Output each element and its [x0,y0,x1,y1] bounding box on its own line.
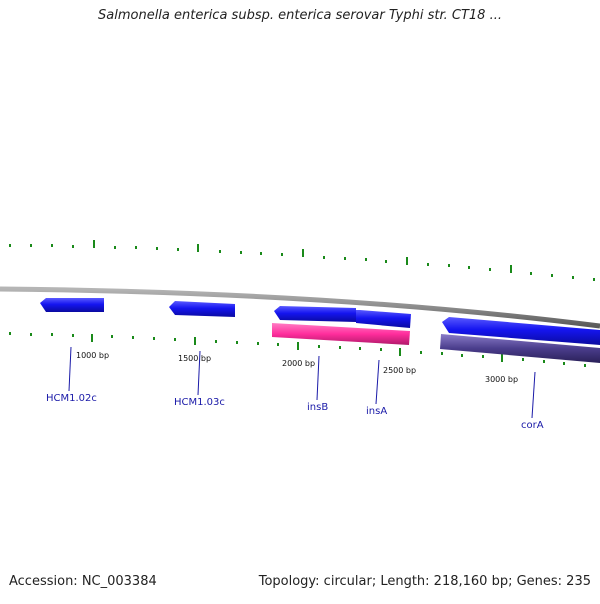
tick-mark [489,268,491,271]
gene-arrow-insa[interactable] [356,310,411,328]
tick-mark [380,348,382,351]
tick-mark [30,244,32,247]
gene-label-insa[interactable]: insA [366,406,387,417]
gene-label-insb[interactable]: insB [307,402,328,413]
gene-leader-lines [68,346,536,419]
tick-mark [135,246,137,249]
tick-mark [385,260,387,263]
tick-mark [257,342,259,345]
tick-mark [318,345,320,348]
inner-tick-ring [9,332,586,367]
gene-label-hcm1-02c[interactable]: HCM1.02c [46,393,97,404]
tick-mark [468,266,470,269]
tick-mark [543,360,545,363]
tick-mark [51,333,53,336]
tick-mark [30,333,32,336]
tick-mark [448,264,450,267]
feature-bar-pink[interactable] [272,323,410,345]
tick-mark [177,248,179,251]
tick-mark [72,245,74,248]
gene-label-cora[interactable]: corA [521,420,544,431]
tick-mark [501,354,503,362]
gene-label-hcm1-03c[interactable]: HCM1.03c [174,397,225,408]
scale-label: 1500 bp [178,354,211,363]
tick-mark [572,276,574,279]
tick-mark [530,272,532,275]
tick-mark [197,244,199,252]
gene-arrow-hcm1-02c[interactable] [40,298,104,312]
tick-mark [365,258,367,261]
tick-mark [156,247,158,250]
tick-mark [563,362,565,365]
tick-mark [297,342,299,350]
tick-mark [427,263,429,266]
leader-line-cora [531,371,536,419]
tick-mark [91,334,93,342]
tick-mark [344,257,346,260]
topology-summary: Topology: circular; Length: 218,160 bp; … [258,574,591,589]
tick-mark [260,252,262,255]
tick-mark [93,240,95,248]
map-title: Salmonella enterica subsp. enterica sero… [98,8,502,23]
tick-mark [111,335,113,338]
tick-mark [174,338,176,341]
tick-mark [51,244,53,247]
gene-arrow-hcm1-03c[interactable] [169,301,235,317]
tick-mark [482,355,484,358]
sequence-backbone [0,286,600,329]
tick-mark [551,274,553,277]
tick-mark [593,278,595,281]
scale-label: 2500 bp [383,366,416,375]
scale-label: 1000 bp [76,351,109,360]
leader-line-hcm1-03c [197,350,201,396]
feature-bar-purple[interactable] [440,334,600,363]
tick-mark [132,336,134,339]
tick-mark [219,250,221,253]
gene-arrow-cora[interactable] [442,317,600,345]
outer-tick-ring [9,240,595,281]
scale-label: 3000 bp [485,375,518,384]
tick-mark [277,343,279,346]
tick-mark [584,364,586,367]
tick-mark [461,354,463,357]
tick-mark [510,265,512,273]
tick-mark [114,246,116,249]
tick-mark [399,348,401,356]
tick-mark [420,351,422,354]
leader-line-insa [375,359,380,405]
leader-line-insb [316,355,320,401]
tick-mark [72,334,74,337]
tick-mark [522,358,524,361]
tick-mark [236,341,238,344]
tick-mark [9,332,11,335]
leader-line-hcm1-02c [68,346,72,392]
tick-mark [9,244,11,247]
tick-mark [153,337,155,340]
tick-mark [302,249,304,257]
accession-text: Accession: NC_003384 [9,574,157,589]
tick-mark [323,256,325,259]
tick-mark [281,253,283,256]
tick-mark [215,340,217,343]
tick-mark [359,347,361,350]
scale-label: 2000 bp [282,359,315,368]
tick-mark [406,257,408,265]
tick-mark [240,251,242,254]
tick-mark [441,352,443,355]
tick-mark [339,346,341,349]
gene-arrow-insb[interactable] [274,306,356,322]
tick-mark [194,337,196,345]
